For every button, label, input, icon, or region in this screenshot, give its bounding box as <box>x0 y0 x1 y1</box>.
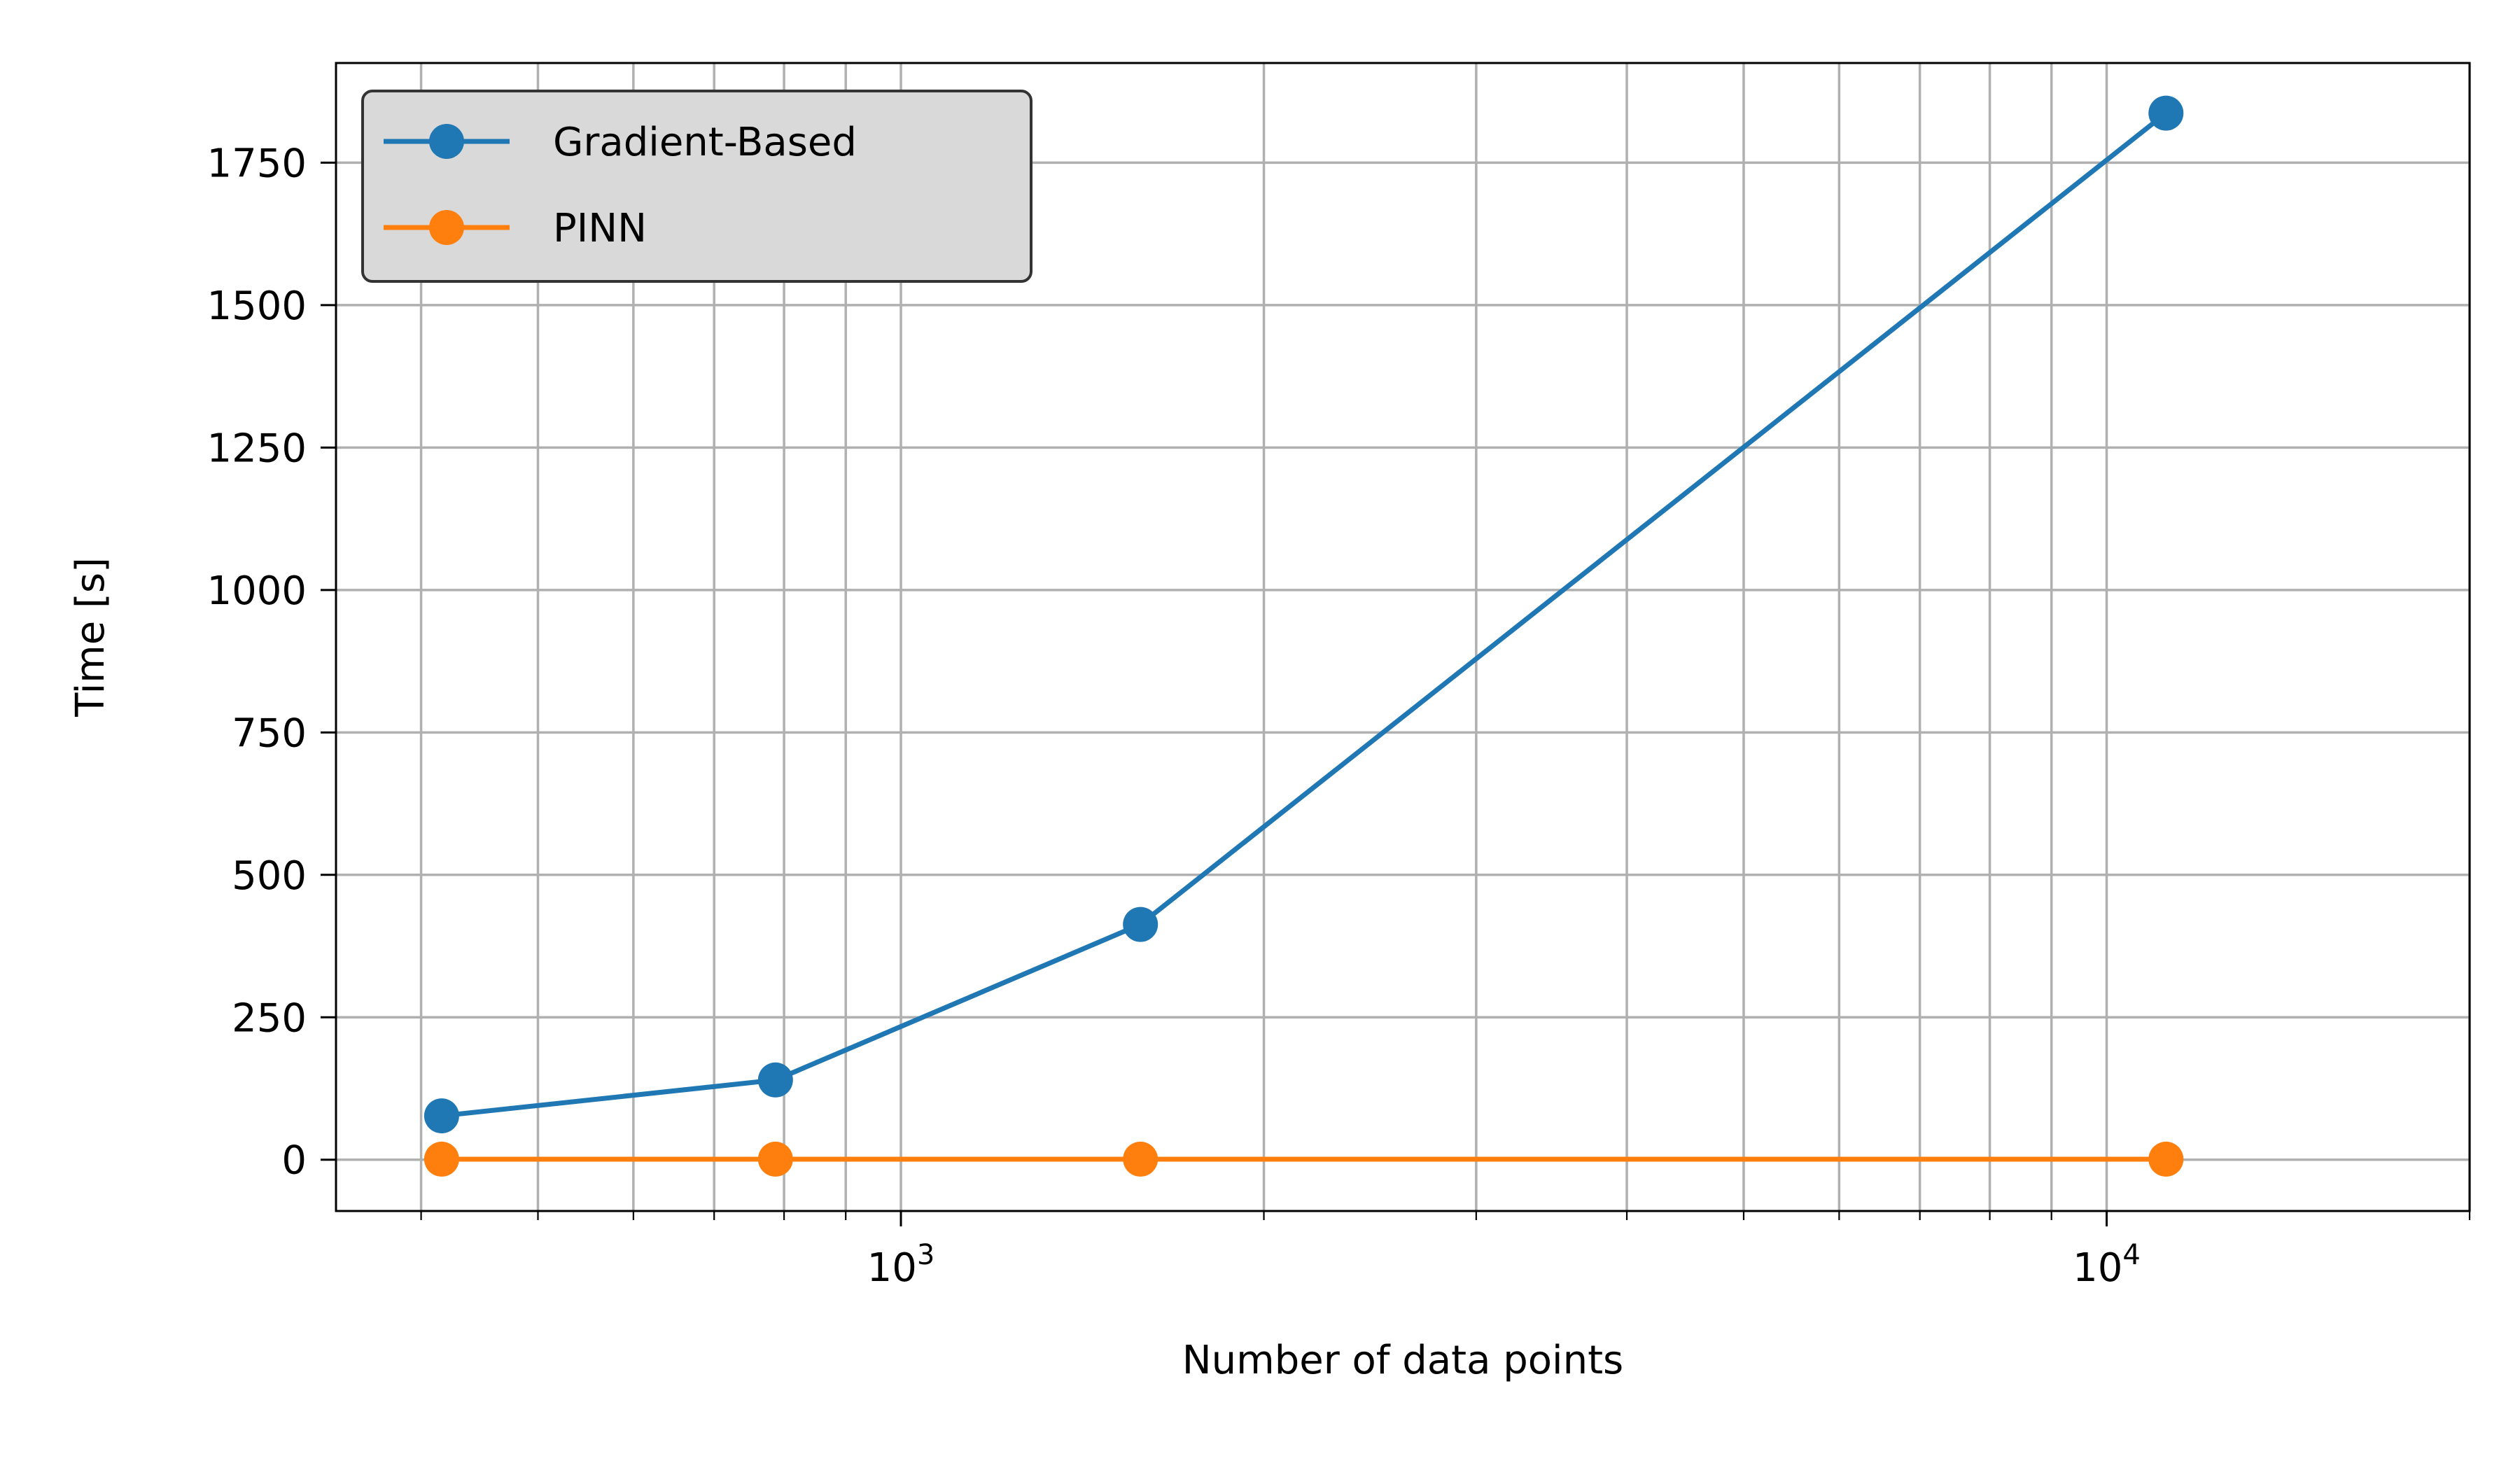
y-axis-label: Time [s] <box>68 557 113 718</box>
legend-entry: Gradient-Based <box>384 120 857 165</box>
y-tick-label: 500 <box>232 853 307 899</box>
y-tick-label: 1750 <box>206 141 307 186</box>
y-tick-label: 0 <box>281 1138 307 1184</box>
legend-label: Gradient-Based <box>553 120 857 165</box>
y-tick-label: 1500 <box>206 284 307 329</box>
x-axis-label: Number of data points <box>1182 1338 1623 1383</box>
data-point <box>424 1141 459 1177</box>
y-tick-label: 250 <box>232 995 307 1041</box>
x-tick-label-exponent: 4 <box>2122 1239 2140 1271</box>
legend-marker <box>429 124 464 159</box>
y-tick-label: 1000 <box>206 568 307 614</box>
x-tick-label-base: 10 <box>2073 1245 2122 1291</box>
series-layer <box>424 95 2184 1177</box>
x-tick-label-exponent: 3 <box>917 1239 934 1271</box>
data-point <box>757 1141 793 1177</box>
series-gradient-based <box>424 95 2184 1134</box>
legend-label: PINN <box>553 206 647 251</box>
y-tick-label: 750 <box>232 710 307 756</box>
data-point <box>424 1098 459 1134</box>
legend-box <box>361 90 1032 283</box>
x-tick-label-base: 10 <box>867 1245 917 1291</box>
data-point <box>1123 1141 1158 1177</box>
data-point <box>2148 1141 2184 1177</box>
legend: Gradient-Based PINN <box>361 90 1032 283</box>
x-tick-label: 104 <box>2073 1239 2141 1291</box>
legend-marker <box>429 210 464 245</box>
data-point <box>2148 95 2184 131</box>
legend-entry: PINN <box>384 206 647 251</box>
x-tick-label: 103 <box>867 1239 935 1291</box>
plot-frame <box>335 62 2471 1212</box>
series-pinn <box>424 1141 2184 1177</box>
y-tick-label: 1250 <box>206 426 307 471</box>
data-point <box>1123 906 1158 942</box>
data-point <box>757 1062 793 1098</box>
series-line <box>441 111 2168 1119</box>
